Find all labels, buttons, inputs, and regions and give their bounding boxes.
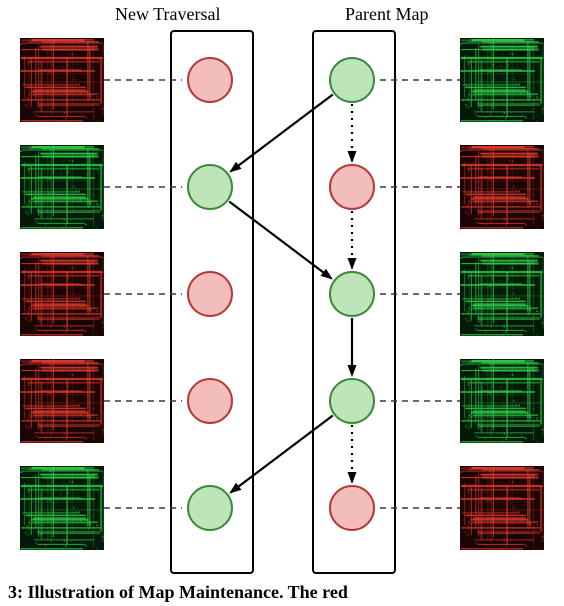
node-right-0 [329,57,375,103]
thumb-right-3 [460,359,544,443]
thumb-right-2 [460,252,544,336]
node-left-0 [187,57,233,103]
node-left-4 [187,485,233,531]
node-left-1 [187,164,233,210]
label-new-traversal: New Traversal [115,4,221,25]
thumb-left-3 [20,359,104,443]
node-right-1 [329,164,375,210]
label-parent-map: Parent Map [345,4,428,25]
thumb-left-2 [20,252,104,336]
figure-caption: 3: Illustration of Map Maintenance. The … [8,582,348,603]
thumb-left-4 [20,466,104,550]
thumb-left-0 [20,38,104,122]
node-right-4 [329,485,375,531]
node-left-3 [187,378,233,424]
thumb-right-0 [460,38,544,122]
thumb-right-1 [460,145,544,229]
node-right-2 [329,271,375,317]
node-right-3 [329,378,375,424]
node-left-2 [187,271,233,317]
thumb-right-4 [460,466,544,550]
thumb-left-1 [20,145,104,229]
diagram-stage: New Traversal Parent Map 3: Illustration… [0,0,564,606]
